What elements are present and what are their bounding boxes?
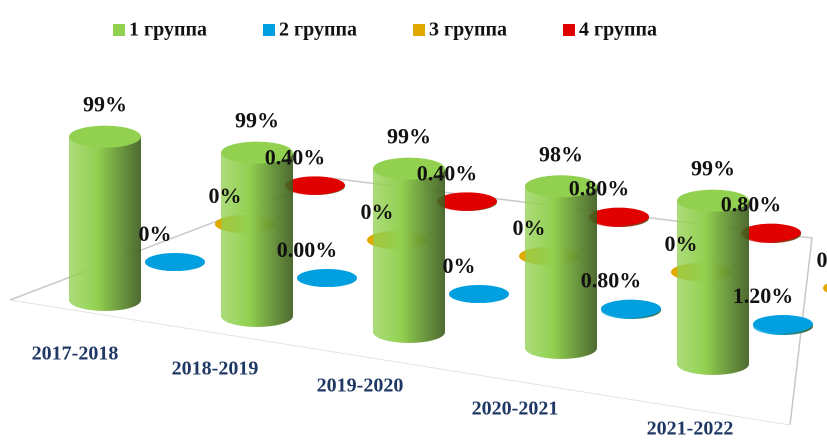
cylinder-top: [753, 315, 813, 334]
data-label: 0.80%: [581, 268, 642, 293]
category-label: 2018-2019: [172, 358, 259, 380]
cylinder-top: [741, 223, 801, 242]
category-label: 2020-2021: [472, 398, 559, 420]
cylinder-top: [677, 189, 749, 212]
data-label: 0.80%: [569, 176, 630, 201]
data-label: 0.80%: [721, 192, 782, 217]
cylinder-body: [69, 136, 141, 311]
data-label: 0%: [361, 199, 394, 224]
cylinder-top: [145, 253, 205, 271]
cylinder-top: [373, 157, 445, 180]
data-label: 0%: [513, 215, 546, 240]
data-label: 98%: [539, 141, 583, 166]
legend-label: 4 группа: [579, 19, 657, 41]
cylinder-top: [601, 299, 661, 318]
data-label: 99%: [83, 92, 127, 117]
data-label: 0%: [209, 183, 242, 208]
cylinder-top: [589, 207, 649, 226]
cylinder-top: [285, 176, 345, 195]
legend-label: 2 группа: [279, 19, 357, 41]
category-label: 2021-2022: [647, 418, 734, 440]
data-label: 99%: [235, 108, 279, 133]
legend-swatch: [563, 24, 575, 36]
cylinder-body: [373, 168, 445, 343]
data-label: 0.40%: [265, 144, 326, 169]
cylinder-top: [221, 141, 293, 164]
category-label: 2017-2018: [32, 343, 119, 365]
cylinder-top: [525, 175, 597, 198]
legend-swatch: [413, 24, 425, 36]
cylinder-top: [823, 283, 827, 293]
data-label: 0%: [817, 247, 827, 272]
legend-swatch: [263, 24, 275, 36]
data-label: 0.40%: [417, 160, 478, 185]
cylinder-body: [525, 186, 597, 359]
cylinder-body: [221, 152, 293, 327]
legend-label: 3 группа: [429, 19, 507, 41]
legend-swatch: [113, 24, 125, 36]
floor-edge: [9, 299, 791, 426]
data-label: 99%: [387, 124, 431, 149]
category-label: 2019-2020: [317, 375, 404, 397]
data-label: 0.00%: [277, 237, 338, 262]
cylinder-top: [449, 285, 509, 303]
cylinder-top: [437, 192, 497, 211]
data-label: 0%: [443, 253, 476, 278]
data-label: 0%: [139, 221, 172, 246]
data-label: 1.20%: [733, 283, 794, 308]
cylinder-top: [297, 269, 357, 287]
data-label: 0%: [665, 231, 698, 256]
cylinder-top: [69, 125, 141, 148]
legend-label: 1 группа: [129, 19, 207, 41]
data-label: 99%: [691, 156, 735, 181]
cylinder-body: [677, 200, 749, 375]
